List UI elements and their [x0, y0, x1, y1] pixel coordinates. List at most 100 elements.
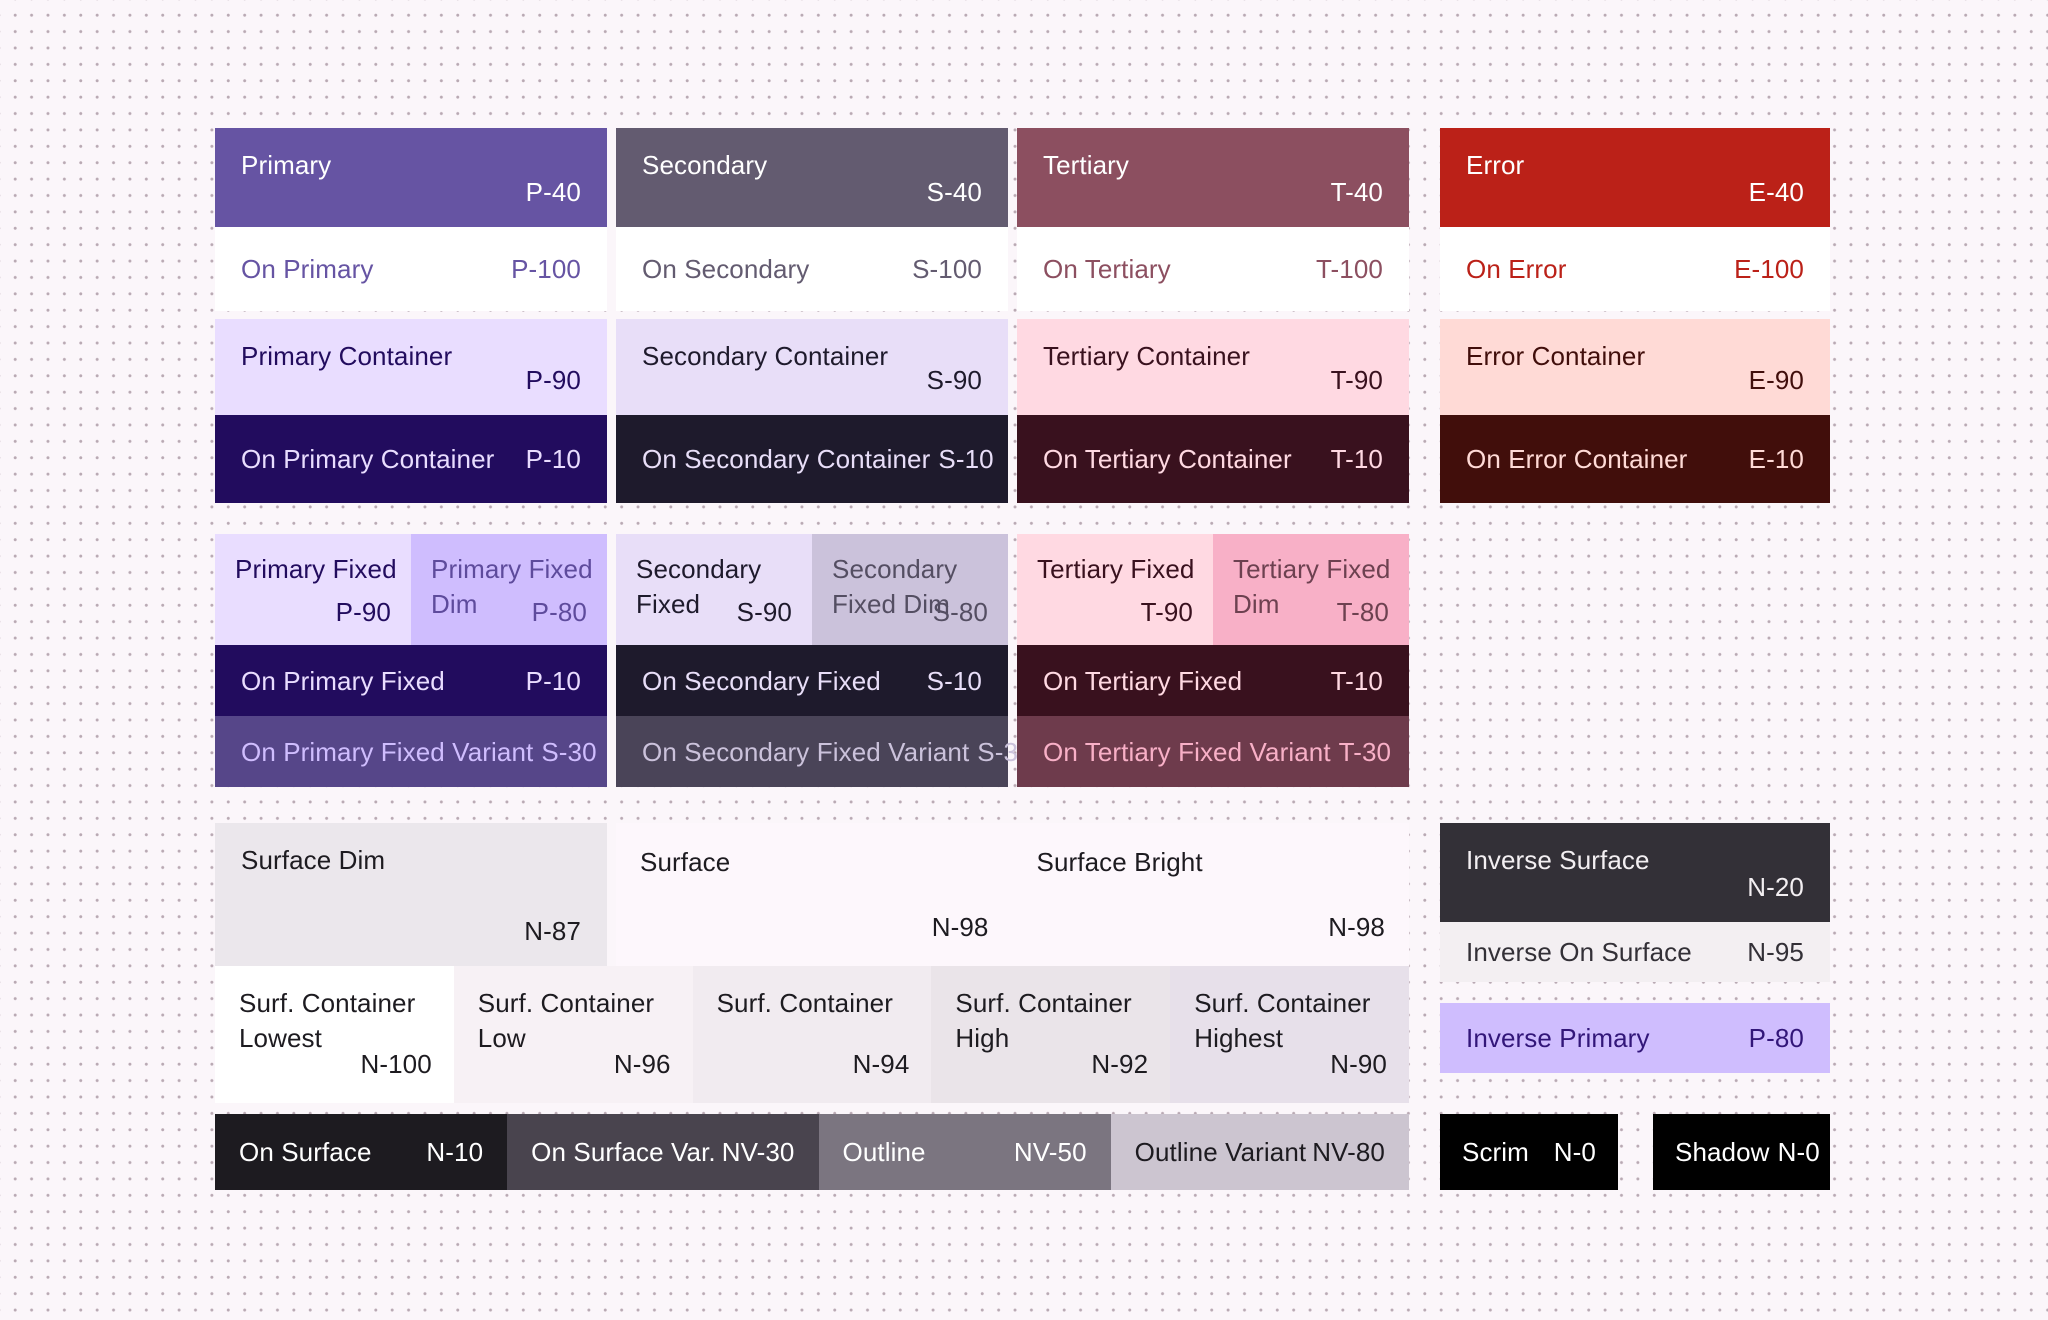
swatch-surface-bright[interactable]: Surface Bright N-98 — [1013, 823, 1410, 966]
swatch-code: P-100 — [511, 254, 581, 284]
swatch-secondary-container[interactable]: Secondary Container S-90 — [616, 319, 1008, 415]
swatch-label: Secondary — [642, 150, 768, 180]
swatch-label: Tertiary Fixed Dim — [1233, 554, 1391, 619]
swatch-label: Primary Fixed Dim — [431, 554, 593, 619]
swatch-code: E-40 — [1748, 177, 1804, 207]
swatch-code: S-90 — [926, 365, 982, 395]
swatch-tertiary-fixed-dim[interactable]: Tertiary Fixed Dim T-80 — [1213, 534, 1409, 645]
swatch-code: P-80 — [1748, 1023, 1804, 1053]
swatch-label: Secondary Fixed Dim — [832, 554, 958, 619]
swatch-error[interactable]: Error E-40 — [1440, 128, 1830, 227]
swatch-label: On Primary Container — [241, 444, 495, 474]
swatch-label: On Secondary Container — [642, 444, 931, 474]
swatch-surface-container-highest[interactable]: Surf. Container Highest N-90 — [1170, 966, 1409, 1103]
swatch-code: S-30 — [541, 736, 597, 767]
swatch-label: On Primary — [241, 254, 374, 284]
swatch-label: Inverse Primary — [1466, 1023, 1650, 1053]
swatch-code: S-10 — [938, 444, 994, 474]
swatch-surface-dim[interactable]: Surface Dim N-87 — [215, 823, 607, 966]
swatch-inverse-primary[interactable]: Inverse Primary P-80 — [1440, 1003, 1830, 1073]
swatch-code: N-94 — [852, 1049, 910, 1079]
swatch-tertiary-fixed[interactable]: Tertiary Fixed T-90 — [1017, 534, 1213, 645]
swatch-code: P-90 — [335, 597, 391, 627]
swatch-outline-variant[interactable]: Outline Variant NV-80 — [1110, 1114, 1409, 1190]
swatch-code: T-30 — [1338, 736, 1392, 767]
swatch-code: P-40 — [525, 177, 581, 207]
swatch-secondary-fixed-dim[interactable]: Secondary Fixed Dim S-80 — [812, 534, 1008, 645]
swatch-label: Primary Container — [241, 341, 453, 371]
swatch-on-error-container[interactable]: On Error Container E-10 — [1440, 415, 1830, 503]
swatch-code: T-100 — [1316, 254, 1383, 284]
swatch-scrim[interactable]: Scrim N-0 — [1440, 1114, 1618, 1190]
swatch-surface-container[interactable]: Surf. Container N-94 — [692, 966, 932, 1103]
swatch-label: On Tertiary — [1043, 254, 1171, 284]
swatch-code: S-80 — [932, 597, 988, 627]
swatch-on-tertiary-fixed[interactable]: On Tertiary Fixed T-10 — [1017, 645, 1409, 716]
swatch-surface[interactable]: Surface N-98 — [616, 823, 1013, 966]
swatch-label: Surface Bright — [1036, 847, 1203, 877]
swatch-label: Primary Fixed — [235, 554, 397, 584]
surface-container-row: Surf. Container Lowest N-100 Surf. Conta… — [215, 966, 1409, 1103]
swatch-code: E-100 — [1734, 254, 1804, 284]
swatch-code: N-98 — [931, 912, 989, 942]
swatch-label: Inverse Surface — [1466, 845, 1650, 875]
swatch-primary[interactable]: Primary P-40 — [215, 128, 607, 227]
swatch-on-surface-variant[interactable]: On Surface Var. NV-30 — [507, 1114, 819, 1190]
swatch-code: N-0 — [1553, 1137, 1596, 1167]
swatch-code: N-90 — [1330, 1049, 1387, 1079]
swatch-label: Outline — [842, 1137, 926, 1167]
swatch-code: P-90 — [525, 365, 581, 395]
swatch-on-primary-fixed-variant[interactable]: On Primary Fixed Variant S-30 — [215, 716, 607, 787]
swatch-surface-container-low[interactable]: Surf. Container Low N-96 — [453, 966, 693, 1103]
swatch-primary-fixed-dim[interactable]: Primary Fixed Dim P-80 — [411, 534, 607, 645]
swatch-on-tertiary-container[interactable]: On Tertiary Container T-10 — [1017, 415, 1409, 503]
swatch-secondary-fixed[interactable]: Secondary Fixed S-90 — [616, 534, 812, 645]
swatch-code: T-40 — [1330, 177, 1383, 207]
swatch-on-primary-fixed[interactable]: On Primary Fixed P-10 — [215, 645, 607, 716]
swatch-code: N-98 — [1328, 912, 1385, 942]
swatch-on-error[interactable]: On Error E-100 — [1440, 227, 1830, 311]
swatch-secondary[interactable]: Secondary S-40 — [616, 128, 1008, 227]
swatch-surface-container-lowest[interactable]: Surf. Container Lowest N-100 — [215, 966, 454, 1103]
swatch-code: N-92 — [1091, 1049, 1149, 1079]
swatch-code: N-87 — [524, 916, 581, 946]
swatch-primary-container[interactable]: Primary Container P-90 — [215, 319, 607, 415]
swatch-inverse-surface[interactable]: Inverse Surface N-20 — [1440, 823, 1830, 922]
swatch-code: T-90 — [1140, 597, 1193, 627]
swatch-shadow[interactable]: Shadow N-0 — [1653, 1114, 1830, 1190]
swatch-label: Surf. Container Highest — [1194, 988, 1371, 1053]
swatch-label: On Surface Var. — [531, 1137, 716, 1167]
swatch-label: Surface Dim — [241, 845, 386, 875]
swatch-surface-container-high[interactable]: Surf. Container High N-92 — [931, 966, 1171, 1103]
swatch-label: On Tertiary Container — [1043, 444, 1292, 474]
swatch-on-secondary[interactable]: On Secondary S-100 — [616, 227, 1008, 311]
swatch-tertiary[interactable]: Tertiary T-40 — [1017, 128, 1409, 227]
swatch-label: On Primary Fixed — [241, 665, 445, 696]
on-surface-row: On Surface N-10 On Surface Var. NV-30 Ou… — [215, 1114, 1409, 1190]
swatch-error-container[interactable]: Error Container E-90 — [1440, 319, 1830, 415]
swatch-on-secondary-fixed[interactable]: On Secondary Fixed S-10 — [616, 645, 1008, 716]
swatch-primary-fixed[interactable]: Primary Fixed P-90 — [215, 534, 411, 645]
swatch-tertiary-container[interactable]: Tertiary Container T-90 — [1017, 319, 1409, 415]
swatch-label: Inverse On Surface — [1466, 937, 1692, 967]
swatch-on-primary-container[interactable]: On Primary Container P-10 — [215, 415, 607, 503]
swatch-label: On Surface — [239, 1137, 372, 1167]
swatch-on-secondary-container[interactable]: On Secondary Container S-10 — [616, 415, 1008, 503]
swatch-label: Secondary Container — [642, 341, 889, 371]
swatch-label: Outline Variant — [1134, 1137, 1307, 1167]
swatch-code: T-90 — [1330, 365, 1383, 395]
swatch-on-tertiary-fixed-variant[interactable]: On Tertiary Fixed Variant T-30 — [1017, 716, 1409, 787]
swatch-on-tertiary[interactable]: On Tertiary T-100 — [1017, 227, 1409, 311]
swatch-label: On Tertiary Fixed — [1043, 665, 1243, 696]
swatch-code: S-10 — [926, 665, 982, 696]
swatch-label: On Secondary Fixed — [642, 665, 881, 696]
swatch-surface-group[interactable]: Surface N-98 Surface Bright N-98 — [616, 823, 1409, 966]
swatch-on-surface[interactable]: On Surface N-10 — [215, 1114, 508, 1190]
swatch-label: On Secondary Fixed Variant — [642, 736, 970, 767]
swatch-on-secondary-fixed-variant[interactable]: On Secondary Fixed Variant S-30 — [616, 716, 1033, 787]
swatch-code: S-100 — [912, 254, 982, 284]
swatch-outline[interactable]: Outline NV-50 — [818, 1114, 1111, 1190]
swatch-inverse-on-surface[interactable]: Inverse On Surface N-95 — [1440, 922, 1830, 982]
swatch-code: NV-80 — [1312, 1137, 1385, 1167]
swatch-on-primary[interactable]: On Primary P-100 — [215, 227, 607, 311]
